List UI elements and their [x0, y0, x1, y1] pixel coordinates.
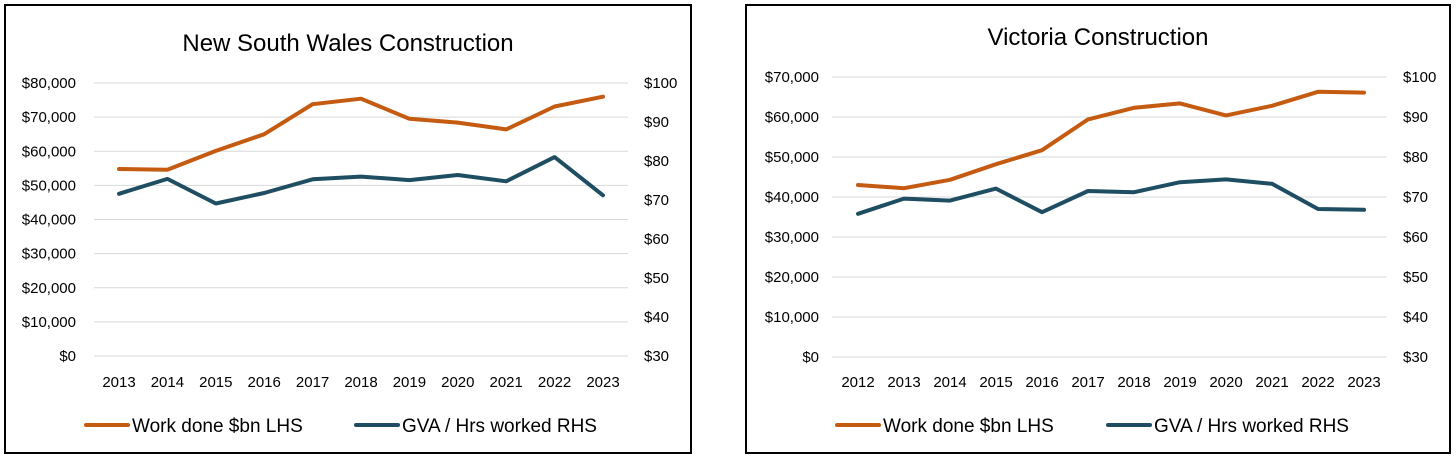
left-axis-tick-label: $60,000 [765, 109, 819, 126]
right-axis-tick-label: $60 [644, 231, 669, 248]
x-axis-tick-label: 2022 [1301, 374, 1334, 391]
x-axis-tick-label: 2019 [1163, 374, 1196, 391]
x-axis-tick-label: 2012 [841, 374, 874, 391]
x-axis-tick-label: 2016 [1025, 374, 1058, 391]
right-axis-tick-label: $70 [1403, 189, 1428, 206]
left-axis-tick-label: $0 [59, 348, 76, 365]
right-axis-tick-label: $90 [1403, 109, 1428, 126]
x-axis-tick-label: 2014 [933, 374, 966, 391]
chart-panel-nsw: New South Wales Construction $0 $10,000 $20… [4, 4, 692, 454]
series-line-gva-hrs [856, 177, 1366, 216]
x-axis-tick-label: 2018 [344, 374, 377, 391]
left-axis-tick-label: $80,000 [22, 75, 76, 92]
x-axis-tick-label: 2013 [887, 374, 920, 391]
right-axis-tick-label: $30 [1403, 349, 1428, 366]
x-axis-tick-label: 2017 [296, 374, 329, 391]
x-axis-tick-label: 2021 [490, 374, 523, 391]
legend-label-gva-hrs: GVA / Hrs worked RHS [1154, 416, 1349, 437]
legend-label-work-done: Work done $bn LHS [883, 416, 1054, 437]
x-axis-tick-label: 2020 [441, 374, 474, 391]
left-axis-tick-label: $30,000 [765, 229, 819, 246]
series-line-work-done [117, 94, 605, 172]
left-axis-tick-label: $70,000 [22, 109, 76, 126]
x-axis-tick-label: 2019 [393, 374, 426, 391]
right-axis-tick-label: $70 [644, 192, 669, 209]
right-axis-tick-label: $100 [644, 75, 677, 92]
right-axis-tick-label: $40 [1403, 309, 1428, 326]
right-axis-tick-label: $40 [644, 309, 669, 326]
x-axis-tick-label: 2022 [538, 374, 571, 391]
legend-label-gva-hrs: GVA / Hrs worked RHS [402, 416, 597, 437]
chart-nsw-svg: New South Wales Construction $0 $10,000 $20… [22, 30, 678, 437]
series-line-gva-hrs [117, 155, 605, 206]
x-axis-tick-label: 2017 [1071, 374, 1104, 391]
right-axis-tick-label: $100 [1403, 69, 1436, 86]
series-line-work-done [856, 89, 1366, 191]
x-axis-tick-label: 2018 [1117, 374, 1150, 391]
chart-panel-vic: Victoria Construction $0 $10,000 $20,000 $30… [745, 4, 1451, 454]
chart-title: Victoria Construction [988, 24, 1209, 51]
right-axis-tick-label: $80 [644, 153, 669, 170]
x-axis-tick-label: 2015 [199, 374, 232, 391]
legend-label-work-done: Work done $bn LHS [132, 416, 303, 437]
right-axis-tick-label: $50 [1403, 269, 1428, 286]
right-axis-tick-label: $50 [644, 270, 669, 287]
x-axis-tick-label: 2023 [1347, 374, 1380, 391]
left-axis-tick-label: $70,000 [765, 69, 819, 86]
right-axis-tick-label: $80 [1403, 149, 1428, 166]
x-axis-tick-label: 2023 [586, 374, 619, 391]
chart-title: New South Wales Construction [182, 30, 513, 57]
left-axis-tick-label: $20,000 [22, 280, 76, 297]
left-axis-tick-label: $10,000 [22, 314, 76, 331]
x-axis-tick-label: 2020 [1209, 374, 1242, 391]
x-axis-tick-label: 2021 [1255, 374, 1288, 391]
x-axis-tick-label: 2013 [102, 374, 135, 391]
right-axis-tick-label: $90 [644, 114, 669, 131]
left-axis-tick-label: $30,000 [22, 246, 76, 263]
left-axis-tick-label: $20,000 [765, 269, 819, 286]
left-axis-tick-label: $50,000 [765, 149, 819, 166]
left-axis-tick-label: $10,000 [765, 309, 819, 326]
left-axis-tick-label: $40,000 [22, 212, 76, 229]
left-axis-tick-label: $40,000 [765, 189, 819, 206]
left-axis-tick-label: $0 [802, 349, 819, 366]
left-axis-tick-label: $60,000 [22, 143, 76, 160]
left-axis-tick-label: $50,000 [22, 177, 76, 194]
x-axis-tick-label: 2016 [248, 374, 281, 391]
x-axis-tick-label: 2014 [151, 374, 184, 391]
right-axis-tick-label: $60 [1403, 229, 1428, 246]
right-axis-tick-label: $30 [644, 348, 669, 365]
chart-vic-svg: Victoria Construction $0 $10,000 $20,000 $30… [765, 24, 1437, 437]
x-axis-tick-label: 2015 [979, 374, 1012, 391]
